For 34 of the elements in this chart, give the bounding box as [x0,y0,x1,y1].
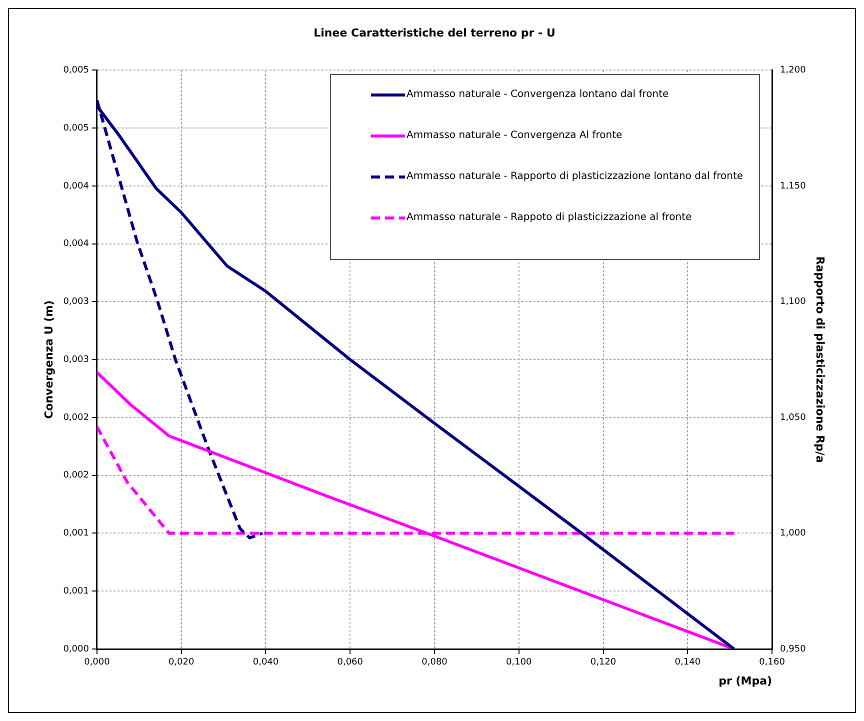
y2-tick-label: 1,100 [780,297,806,308]
y2-tick-label: 1,200 [780,66,806,76]
y-axis-title: Convergenza U (m) [42,300,56,419]
y2-tick-label: 0,950 [780,644,806,654]
y-tick-label: 0,004 [63,239,90,250]
legend-label: Ammasso naturale - Convergenza lontano dal fronte [406,89,669,100]
legend-label: Ammasso naturale - Rappoto di plasticizzazione al fronte [406,212,692,224]
y-tick-label: 0,001 [63,586,89,596]
x-tick-label: 0,020 [168,658,195,668]
y2-tick-label: 1,050 [780,412,806,423]
y-tick-label: 0,002 [63,412,89,423]
legend-label: Ammasso naturale - Rapporto di plasticizzazione lontano dal fronte [406,171,744,182]
y2-axis-title: Rapporto di plasticizzazione Rp/a [814,256,827,463]
y-tick-label: 0,005 [63,123,89,134]
y2-tick-label: 1,000 [780,528,806,539]
x-tick-label: 0,000 [84,658,110,668]
y-tick-label: 0,001 [63,528,89,539]
y-tick-label: 0,003 [63,354,89,365]
chart-title: Linee Caratteristiche del terreno pr - U [314,26,556,40]
x-tick-label: 0,100 [506,658,532,668]
x-tick-label: 0,140 [674,658,701,668]
y-tick-label: 0,000 [63,644,90,654]
y-tick-label: 0,002 [63,470,89,481]
y-tick-label: 0,004 [63,181,90,192]
y2-tick-label: 1,150 [780,181,806,192]
x-tick-label: 0,160 [759,658,786,668]
x-tick-label: 0,120 [590,658,616,668]
x-tick-label: 0,040 [252,658,279,668]
x-tick-label: 0,060 [337,658,364,668]
legend-label: Ammasso naturale - Convergenza Al fronte [406,130,622,142]
y-tick-label: 0,005 [63,66,89,76]
y-tick-label: 0,003 [63,297,89,308]
x-tick-label: 0,080 [422,658,448,668]
x-axis-title: pr (Mpa) [718,674,772,688]
